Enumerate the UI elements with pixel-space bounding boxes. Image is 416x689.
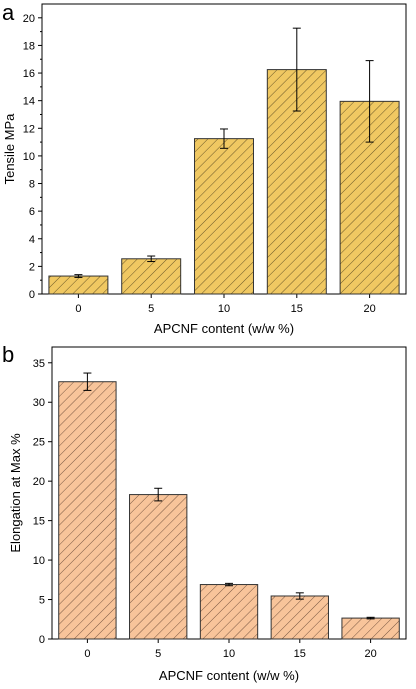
y-tick-label: 8: [29, 179, 35, 191]
y-axis-ticks-b: 0 5 10 15 20 25 30 35: [33, 358, 52, 646]
y-tick-label: 10: [33, 555, 45, 567]
x-tick-label: 0: [84, 648, 90, 660]
x-tick-label: 0: [75, 303, 81, 315]
error-bar-5: [154, 487, 163, 502]
y-tick-label: 5: [39, 595, 45, 607]
error-bar-15: [295, 592, 304, 600]
y-tick-label: 20: [23, 13, 35, 25]
y-tick-label: 0: [29, 289, 35, 301]
x-tick-label: 10: [218, 303, 230, 315]
chart-panel-b: b 0 5 10 15 20 25 30 35 0 5 10 15 20 APCNF content …: [2, 342, 407, 683]
y-tick-label: 25: [33, 437, 45, 449]
error-bar-10: [225, 582, 233, 587]
y-tick-label: 18: [23, 40, 35, 52]
y-tick-label: 6: [29, 206, 35, 218]
bar-5: [121, 258, 182, 295]
x-tick-label: 5: [155, 648, 161, 660]
bar-5: [129, 494, 188, 640]
x-tick-label: 5: [148, 303, 154, 315]
y-tick-label: 12: [23, 123, 35, 135]
error-bars-b: [83, 372, 375, 620]
y-axis-label-a: Tensile MPa: [2, 113, 17, 185]
y-tick-label: 14: [23, 96, 35, 108]
y-axis-label-b: Elongation at Max %: [8, 433, 23, 553]
bar-0: [48, 275, 109, 295]
y-axis-ticks-a: 0 2 4 6 8 10 12 14 16 18 20: [23, 13, 42, 301]
error-bar-5: [147, 255, 156, 263]
error-bar-20: [366, 616, 375, 620]
error-bar-0: [83, 372, 92, 391]
x-tick-label: 20: [363, 303, 375, 315]
y-tick-label: 16: [23, 68, 35, 80]
y-tick-label: 0: [39, 634, 45, 646]
chart-panel-a: a 0 2 4 6 8 10 12 14 16 18 20 0 5 10 15 20 APCNF conte…: [2, 0, 407, 336]
error-bar-10: [220, 128, 228, 149]
bar-20: [341, 617, 400, 640]
error-bar-20: [365, 60, 374, 143]
y-tick-label: 2: [29, 261, 35, 273]
x-tick-label: 10: [223, 648, 235, 660]
x-axis-label-b: APCNF content (w/w %): [159, 668, 299, 683]
bars-b: [58, 381, 400, 640]
x-tick-label: 15: [294, 648, 306, 660]
y-tick-label: 10: [23, 151, 35, 163]
bars-a: [48, 69, 400, 295]
panel-label-b: b: [2, 342, 14, 367]
x-axis-label-a: APCNF content (w/w %): [154, 321, 294, 336]
x-axis-ticks-b: 0 5 10 15 20: [84, 639, 377, 660]
bar-0: [58, 381, 117, 640]
y-tick-label: 4: [29, 234, 35, 246]
y-tick-label: 15: [33, 516, 45, 528]
error-bar-0: [74, 274, 83, 278]
x-axis-ticks-a: 0 5 10 15 20: [75, 294, 376, 315]
panel-label-a: a: [2, 0, 15, 25]
bar-10: [194, 138, 254, 295]
y-tick-label: 30: [33, 397, 45, 409]
bar-10: [199, 584, 259, 640]
bar-15: [270, 595, 329, 640]
x-tick-label: 20: [364, 648, 376, 660]
x-tick-label: 15: [291, 303, 303, 315]
y-tick-label: 35: [33, 358, 45, 370]
error-bars-a: [74, 27, 374, 278]
error-bar-15: [292, 27, 301, 112]
y-tick-label: 20: [33, 476, 45, 488]
